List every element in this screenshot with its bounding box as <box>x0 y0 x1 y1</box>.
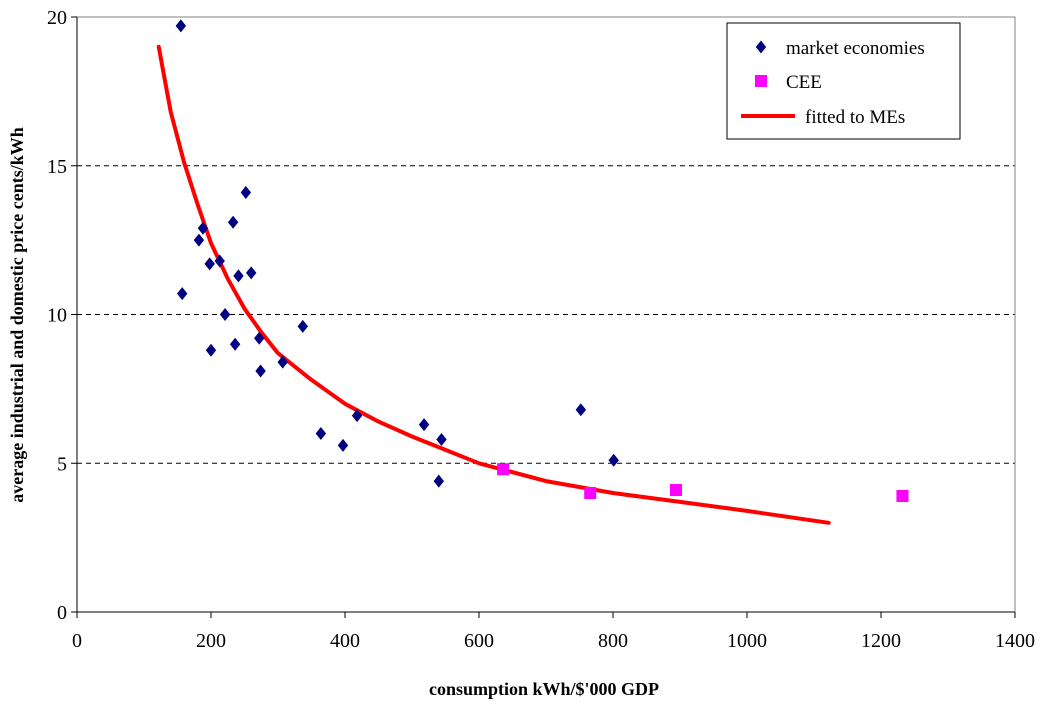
data-point-cee <box>584 487 597 499</box>
data-point-market-economies <box>297 319 308 333</box>
x-tick-label: 800 <box>598 630 628 652</box>
data-point-market-economies <box>255 364 266 378</box>
data-point-market-economies <box>233 269 244 283</box>
data-point-cee <box>669 484 682 497</box>
data-point-market-economies <box>351 409 363 423</box>
x-tick-label: 200 <box>196 630 226 652</box>
x-tick-label: 1000 <box>727 630 767 652</box>
data-point-cee <box>896 489 909 502</box>
legend: market economies CEE fitted to MEs <box>726 22 961 140</box>
data-point-market-economies <box>204 257 215 271</box>
x-axis-title: consumption kWh/$'000 GDP <box>429 679 659 699</box>
data-point-market-economies <box>436 432 447 446</box>
x-tick-label: 1400 <box>995 630 1035 652</box>
data-point-market-economies <box>229 337 241 351</box>
data-point-market-economies <box>227 215 239 229</box>
data-point-market-economies <box>246 266 257 280</box>
data-point-market-economies <box>205 343 217 357</box>
y-tick-label: 20 <box>47 7 67 29</box>
legend-label: fitted to MEs <box>805 107 905 128</box>
data-point-market-economies <box>315 427 327 440</box>
data-point-market-economies <box>608 453 619 467</box>
legend-label: market economies <box>786 38 925 59</box>
data-point-market-economies <box>277 355 288 369</box>
data-point-market-economies <box>418 418 430 432</box>
legend-swatch-square <box>755 75 767 87</box>
data-point-market-economies <box>175 19 187 33</box>
data-point-market-economies <box>240 186 252 200</box>
grid-layer <box>77 165 1015 464</box>
legend-swatch-diamond <box>755 40 767 54</box>
legend-label: CEE <box>786 72 822 93</box>
data-point-market-economies <box>575 403 587 417</box>
data-point-market-economies <box>433 474 444 488</box>
x-tick-label: 0 <box>72 630 82 652</box>
y-tick-label: 5 <box>57 453 67 475</box>
y-tick-label: 15 <box>47 156 67 178</box>
data-point-market-economies <box>197 221 209 235</box>
mark-layer <box>156 19 909 525</box>
y-tick-label: 10 <box>47 305 67 327</box>
data-point-market-economies <box>254 331 265 345</box>
x-tick-label: 600 <box>464 630 494 652</box>
data-point-market-economies <box>176 287 188 301</box>
x-tick-label: 400 <box>330 630 360 652</box>
data-point-market-economies <box>337 438 349 452</box>
data-point-market-economies <box>214 254 225 268</box>
data-point-cee <box>497 463 510 476</box>
data-point-market-economies <box>193 233 205 247</box>
fitted-curve <box>156 44 831 525</box>
data-point-market-economies <box>219 308 231 321</box>
y-tick-label: 0 <box>57 602 67 624</box>
y-axis-title: average industrial and domestic price ce… <box>7 127 27 503</box>
x-tick-label: 1200 <box>861 630 901 652</box>
